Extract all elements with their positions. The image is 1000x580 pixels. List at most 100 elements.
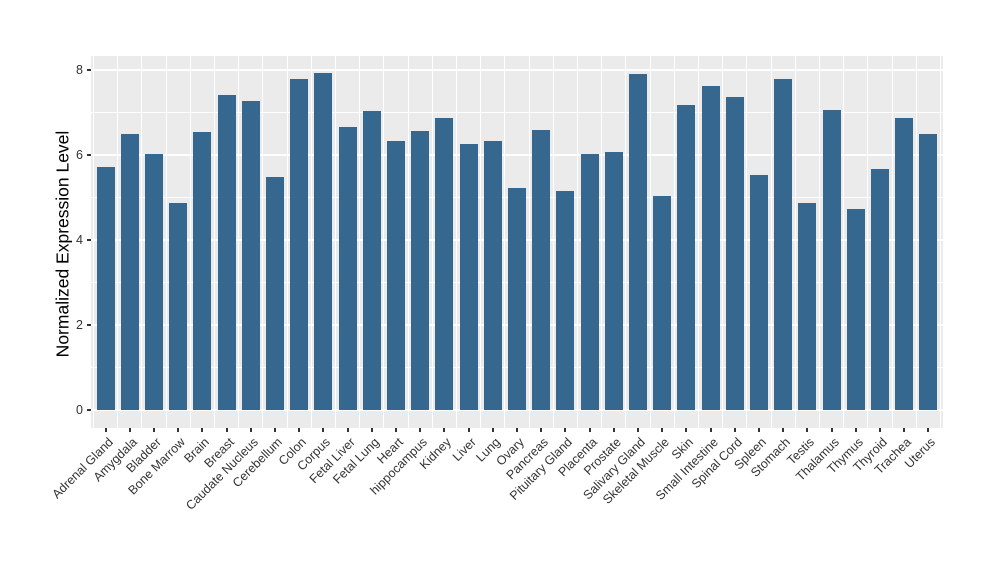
y-tick-label: 0 [76,402,83,417]
vertical-gridline [310,56,312,428]
vertical-gridline [213,56,215,428]
bar [96,166,115,410]
y-tick-label: 4 [76,232,83,247]
x-tick-mark [394,428,397,432]
x-tick-mark [152,428,155,432]
y-tick-mark [87,324,91,326]
vertical-gridline [504,56,506,428]
vertical-gridline [843,56,845,428]
vertical-gridline [117,56,119,428]
bar [532,129,551,410]
bar [508,188,526,410]
x-tick-mark [588,428,591,432]
x-tick-mark [540,428,543,432]
x-tick-mark [830,428,833,432]
vertical-gridline [431,56,433,428]
y-tick-mark [87,69,91,71]
bar [217,94,236,410]
bar [653,195,672,410]
vertical-gridline [649,56,651,428]
x-tick-mark [637,428,640,432]
bar [386,140,405,410]
vertical-gridline [577,56,578,428]
bar [677,104,696,410]
x-tick-mark [612,428,615,432]
y-tick-mark [87,239,91,241]
x-tick-mark [370,428,373,432]
bar [701,86,720,410]
y-tick-mark [87,409,91,411]
vertical-gridline [940,56,942,428]
vertical-gridline [189,56,191,428]
vertical-gridline [915,56,917,428]
x-tick-mark [927,428,930,432]
vertical-gridline [746,56,748,428]
vertical-gridline [262,56,264,428]
y-tick-label: 8 [76,62,83,77]
bar [774,78,793,410]
x-tick-mark [516,428,518,432]
major-horizontal-gridline [91,69,943,71]
x-tick-mark [854,428,857,432]
vertical-gridline [383,56,385,428]
vertical-gridline [286,56,288,428]
major-horizontal-gridline [91,409,943,411]
x-tick-mark [128,428,131,432]
x-tick-mark [685,428,688,432]
x-tick-mark [346,428,349,432]
vertical-gridline [819,56,821,428]
x-tick-mark [661,428,664,432]
bar [798,202,817,410]
x-tick-mark [298,428,301,432]
x-tick-mark [564,428,567,432]
vertical-gridline [601,56,603,428]
y-tick-mark [87,154,91,156]
vertical-gridline [165,56,167,428]
bar [338,127,357,410]
x-tick-mark [177,428,180,432]
bar [629,74,648,410]
vertical-gridline [867,56,869,428]
bar [556,190,575,410]
x-tick-mark [419,428,422,432]
x-tick-mark [249,428,252,432]
major-horizontal-gridline [91,154,943,156]
bar [169,202,188,410]
x-tick-mark [758,428,761,432]
bar [580,154,599,410]
vertical-gridline [625,56,627,428]
vertical-gridline [673,56,675,428]
bar [725,97,744,410]
vertical-gridline [359,56,361,428]
x-tick-mark [806,428,809,432]
vertical-gridline [891,56,893,428]
vertical-gridline [334,56,336,428]
y-tick-label: 6 [76,147,83,162]
vertical-gridline [141,56,143,428]
x-tick-mark [709,428,712,432]
bar [411,130,430,410]
vertical-gridline [698,56,700,428]
bar [362,110,381,410]
vertical-gridline [722,56,724,428]
x-tick-mark [903,428,906,432]
vertical-gridline [770,56,772,428]
vertical-gridline [92,56,94,428]
x-tick-mark [467,428,470,432]
bar [241,100,260,410]
bar [822,109,841,410]
x-tick-mark [273,428,276,432]
bar [193,131,212,410]
bar [846,208,865,410]
x-tick-mark [782,428,785,432]
vertical-gridline [407,56,409,428]
vertical-gridline [794,56,796,428]
x-tick-mark [443,428,446,432]
vertical-gridline [238,56,240,428]
x-tick-mark [879,428,882,432]
bar [604,152,623,410]
bar [750,174,769,410]
bar [871,169,890,410]
x-tick-mark [491,428,494,432]
